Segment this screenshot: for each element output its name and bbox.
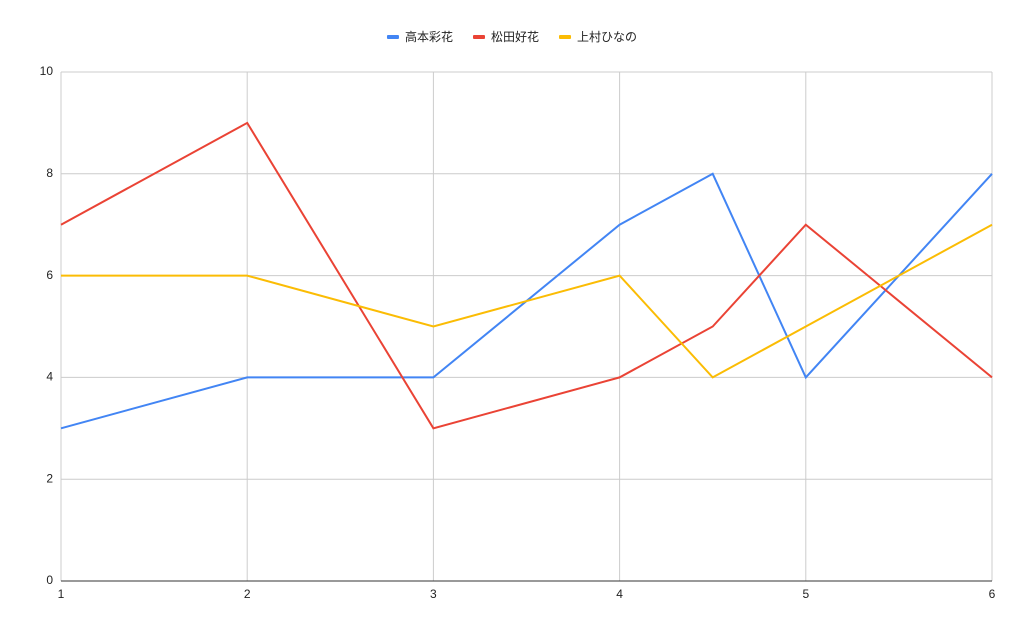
y-tick-label: 8 [46, 166, 53, 180]
y-tick-label: 6 [46, 268, 53, 282]
x-tick-label: 3 [430, 587, 437, 601]
series-line [60, 121, 993, 430]
x-tick-label: 1 [58, 587, 65, 601]
legend: 高本彩花 松田好花 上村ひなの [386, 29, 637, 44]
series-line [61, 223, 993, 379]
x-tick-label: 6 [989, 587, 996, 601]
legend-swatch [386, 35, 399, 39]
y-tick-label: 0 [46, 573, 53, 587]
legend-label: 上村ひなの [577, 30, 637, 44]
legend-label: 松田好花 [491, 29, 539, 44]
series-line [60, 172, 993, 430]
x-tick-label: 2 [244, 587, 251, 601]
legend-swatch [559, 35, 572, 39]
legend-label: 高本彩花 [405, 29, 453, 44]
x-tick-label: 5 [802, 587, 809, 601]
y-tick-label: 4 [46, 370, 53, 384]
y-tick-label: 2 [46, 471, 53, 485]
legend-swatch [472, 35, 485, 39]
y-tick-label: 10 [40, 64, 54, 78]
x-tick-label: 4 [616, 587, 623, 601]
